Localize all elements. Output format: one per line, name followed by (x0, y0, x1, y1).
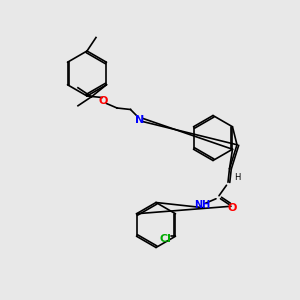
Text: O: O (99, 95, 108, 106)
Text: NH: NH (194, 200, 211, 210)
Text: N: N (135, 115, 144, 125)
Text: O: O (228, 203, 237, 213)
Text: Cl: Cl (159, 234, 171, 244)
Text: H: H (234, 173, 240, 182)
